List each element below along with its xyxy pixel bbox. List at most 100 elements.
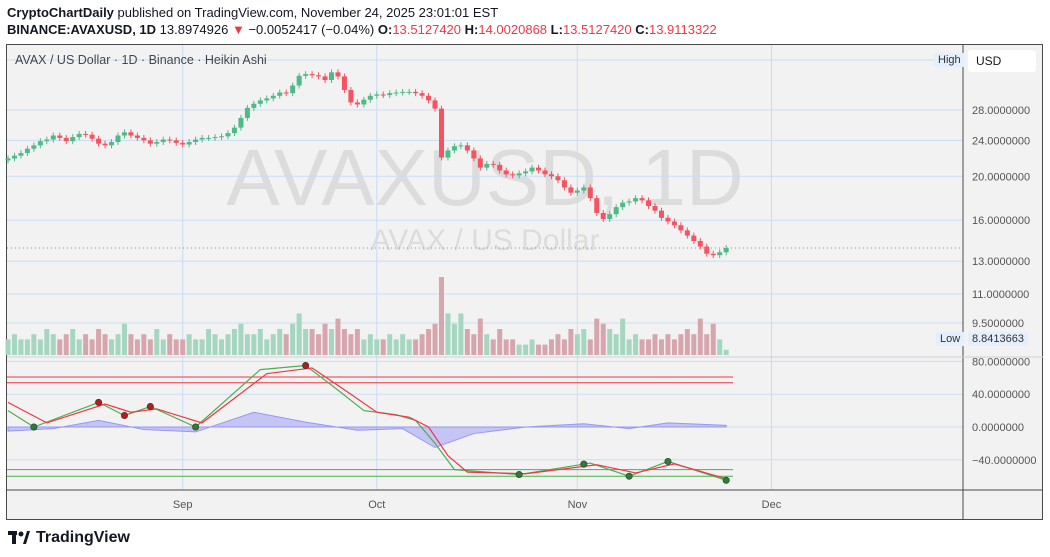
candle-body <box>633 198 639 202</box>
candle-body <box>225 133 231 137</box>
volume-bar <box>186 334 192 355</box>
volume-bar <box>691 334 697 355</box>
volume-bar <box>529 339 535 355</box>
candle-body <box>387 93 393 96</box>
cross-marker <box>30 423 38 431</box>
chart-frame[interactable] <box>6 44 1043 520</box>
candle-body <box>50 135 56 140</box>
low-value-tag: 8.8413663 <box>968 332 1028 346</box>
volume-bar <box>219 339 225 355</box>
price-tick-label: 16.0000000 <box>972 215 1030 227</box>
volume-bar <box>600 323 606 355</box>
volume-bar <box>516 344 522 355</box>
candle-body <box>529 167 535 172</box>
volume-bar <box>503 339 509 355</box>
candle-body <box>510 174 516 176</box>
candle-body <box>329 72 334 81</box>
candle-body <box>697 241 703 247</box>
candle-body <box>523 171 529 174</box>
volume-bar <box>406 339 412 355</box>
volume-bar <box>445 313 451 355</box>
chart-legend[interactable]: AVAX / US Dollar · 1D · Binance · Heikin… <box>15 53 267 67</box>
volume-bar <box>316 334 322 355</box>
volume-bar <box>484 334 490 355</box>
volume-bar <box>665 334 671 355</box>
volume-bar <box>173 339 179 355</box>
volume-bar <box>335 318 341 355</box>
time-tick-label: Nov <box>568 499 588 511</box>
candle-body <box>264 98 270 101</box>
volume-bar <box>426 329 432 355</box>
candle-body <box>568 187 574 193</box>
close-label: C: <box>635 22 649 37</box>
candle-body <box>451 146 457 151</box>
candle-body <box>458 145 464 147</box>
candle-body <box>548 174 554 177</box>
volume-bar <box>587 339 593 355</box>
candle-body <box>626 201 632 203</box>
volume-bar <box>83 334 89 355</box>
volume-bar <box>303 329 309 355</box>
candle-body <box>244 107 250 118</box>
volume-bar <box>458 313 464 355</box>
candle-body <box>121 132 127 136</box>
volume-bar <box>154 329 160 355</box>
candle-body <box>380 94 386 96</box>
volume-bar <box>374 339 380 355</box>
osc-tick-label: 0.0000000 <box>972 422 1024 434</box>
osc-tick-label: −40.0000000 <box>972 455 1037 467</box>
candle-body <box>497 164 503 171</box>
high-label: H: <box>464 22 479 37</box>
candle-body <box>270 95 276 99</box>
candle-body <box>400 91 406 93</box>
volume-bar <box>510 339 516 355</box>
tradingview-logo[interactable]: TradingView <box>8 529 130 547</box>
volume-bar <box>160 339 166 355</box>
volume-bar <box>542 344 548 355</box>
candle-body <box>186 142 192 145</box>
cross-marker <box>580 460 588 468</box>
candle-body <box>464 145 470 151</box>
down-arrow-icon: ▼ <box>231 22 245 37</box>
candle-body <box>652 205 658 211</box>
volume-bar <box>57 339 63 355</box>
candle-body <box>587 187 593 199</box>
price-change: −0.0052417 (−0.04%) <box>248 22 375 37</box>
cross-marker <box>664 457 672 465</box>
currency-button[interactable]: USD <box>968 50 1036 72</box>
volume-bar <box>206 329 212 355</box>
volume-bar <box>199 339 205 355</box>
volume-bar <box>432 323 438 355</box>
candle-body <box>257 100 263 104</box>
author[interactable]: CryptoChartDaily <box>7 5 114 20</box>
volume-bar <box>723 349 729 355</box>
candle-body <box>710 253 716 256</box>
price-tick-label: 28.0000000 <box>972 105 1030 117</box>
volume-bar <box>277 329 283 355</box>
candle-body <box>296 75 302 86</box>
candle-body <box>231 127 237 134</box>
volume-bar <box>710 323 716 355</box>
candle-body <box>678 225 684 231</box>
volume-bar <box>561 339 567 355</box>
volume-bar <box>581 329 587 355</box>
volume-bar <box>257 329 263 355</box>
candle-body <box>607 214 613 220</box>
candle-body <box>536 167 542 171</box>
candle-body <box>141 137 147 141</box>
candle-body <box>542 170 548 175</box>
candle-body <box>167 139 173 141</box>
volume-bar <box>717 339 723 355</box>
candle-body <box>96 138 102 144</box>
volume-bar <box>309 329 315 355</box>
high-value: 14.0020868 <box>478 22 548 37</box>
candle-body <box>206 137 212 139</box>
volume-bar <box>548 339 554 355</box>
volume-bar <box>477 318 483 355</box>
osc-tick-label: 40.0000000 <box>972 389 1030 401</box>
volume-bar <box>31 334 37 355</box>
candle-body <box>89 134 95 139</box>
close-value: 13.9113322 <box>648 22 717 37</box>
volume-bar <box>50 334 56 355</box>
